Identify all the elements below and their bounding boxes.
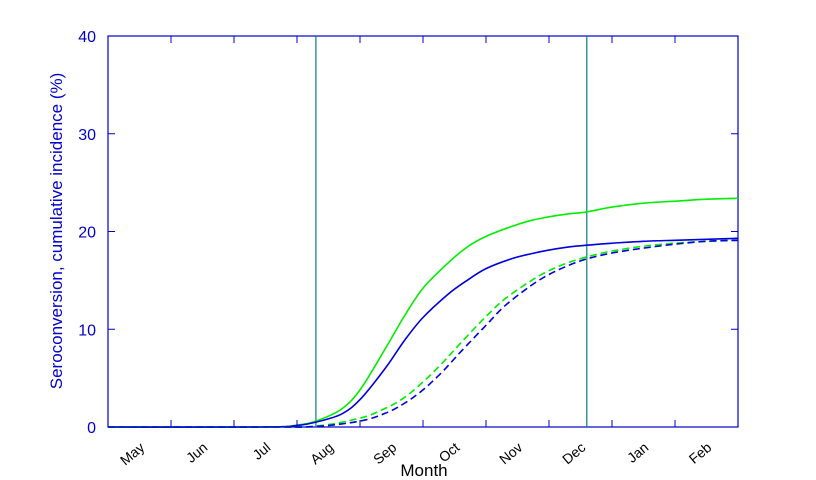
series-line-4-dashed [107, 239, 739, 428]
x-tick-label: Dec [559, 439, 588, 467]
y-tick-label: 30 [78, 127, 96, 144]
plot-frame [107, 35, 739, 428]
y-tick-label: 20 [78, 225, 96, 242]
plot-area [107, 35, 739, 428]
y-tick-label: 10 [78, 322, 96, 339]
x-tick-label: Feb [686, 439, 715, 467]
x-tick-label: Sep [370, 439, 400, 467]
series-line-2-solid [107, 237, 739, 428]
y-tick-label: 0 [87, 420, 96, 437]
series-line-1-solid [107, 197, 739, 428]
vertical-lines [315, 36, 588, 427]
y-axis-title: Seroconversion, cumulative incidence (%) [47, 73, 66, 390]
x-tick-label: May [117, 439, 148, 468]
x-tick-label: Jan [624, 439, 652, 466]
x-axis-ticks: May Jun Jul Aug Sep Oct Nov Dec Jan Feb [117, 36, 715, 468]
y-tick-label: 40 [78, 29, 96, 46]
x-tick-label: Jun [183, 439, 211, 466]
series-layer [107, 197, 739, 428]
x-tick-label: Aug [307, 439, 336, 467]
y-axis-ticks: 0 10 20 30 40 [78, 29, 738, 437]
x-axis-title: Month [400, 461, 447, 480]
x-tick-label: Jul [249, 439, 273, 463]
series-line-3-dashed [107, 239, 739, 428]
x-tick-label: Nov [496, 439, 525, 467]
